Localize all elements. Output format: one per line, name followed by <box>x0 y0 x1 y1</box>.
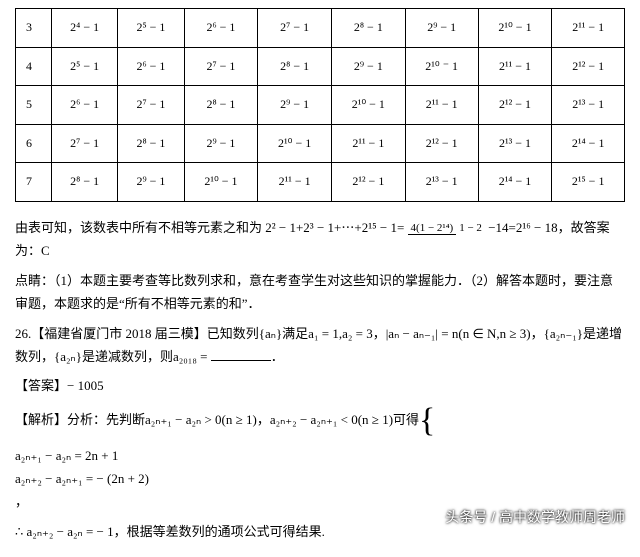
table-cell: 2⁹ − 1 <box>405 9 478 48</box>
table-cell: 2¹⁴ − 1 <box>478 163 552 202</box>
table-cell: 2¹⁰ − 1 <box>184 163 258 202</box>
fraction: 4(1 − 2¹⁴)1 − 2 <box>408 219 485 239</box>
table-cell: 2¹¹ − 1 <box>478 47 552 86</box>
table-cell: 2¹³ − 1 <box>405 163 478 202</box>
table-cell: 2⁸ − 1 <box>52 163 118 202</box>
table-row: 72⁸ − 12⁹ − 12¹⁰ − 12¹¹ − 12¹² − 12¹³ − … <box>16 163 625 202</box>
answer-label: 【答案】 <box>15 378 67 393</box>
table-cell: 2⁷ − 1 <box>118 86 184 125</box>
table-cell: 6 <box>16 124 52 163</box>
table-cell: 3 <box>16 9 52 48</box>
solution-text-a: 【解析】分析：先判断a₂ₙ₊₁ − a₂ₙ > 0(n ≥ 1)，a₂ₙ₊₂ −… <box>15 412 419 427</box>
solution: 【解析】分析：先判断a₂ₙ₊₁ − a₂ₙ > 0(n ≥ 1)，a₂ₙ₊₂ −… <box>15 404 625 438</box>
table-cell: 2¹¹ − 1 <box>405 86 478 125</box>
explanation-1: 由表可知，该数表中所有不相等元素之和为 2² − 1+2³ − 1+⋯+2¹⁵ … <box>15 216 625 263</box>
table-row: 52⁶ − 12⁷ − 12⁸ − 12⁹ − 12¹⁰ − 12¹¹ − 12… <box>16 86 625 125</box>
answer-line: 【答案】− 1005 <box>15 374 625 397</box>
data-table: 32⁴ − 12⁵ − 12⁶ − 12⁷ − 12⁸ − 12⁹ − 12¹⁰… <box>15 8 625 202</box>
table-cell: 2¹⁰ − 1 <box>332 86 406 125</box>
table-cell: 2⁶ − 1 <box>118 47 184 86</box>
table-cell: 5 <box>16 86 52 125</box>
denominator: 1 − 2 <box>456 222 485 234</box>
case-1: a₂ₙ₊₁ − a₂ₙ = 2n + 1 <box>15 444 625 467</box>
table-cell: 2⁹ − 1 <box>332 47 406 86</box>
table-row: 62⁷ − 12⁸ − 12⁹ − 12¹⁰ − 12¹¹ − 12¹² − 1… <box>16 124 625 163</box>
table-cell: 2⁹ − 1 <box>258 86 332 125</box>
table-cell: 4 <box>16 47 52 86</box>
table-cell: 7 <box>16 163 52 202</box>
table-cell: 2⁸ − 1 <box>258 47 332 86</box>
text: 由表可知，该数表中所有不相等元素之和为 2² − 1+2³ − 1+⋯+2¹⁵ … <box>15 220 404 235</box>
table-cell: 2¹² − 1 <box>332 163 406 202</box>
table-cell: 2⁶ − 1 <box>52 86 118 125</box>
table-cell: 2⁹ − 1 <box>118 163 184 202</box>
table-cell: 2¹² − 1 <box>405 124 478 163</box>
table-cell: 2¹³ − 1 <box>478 124 552 163</box>
solution-text-b: ， <box>15 494 28 509</box>
table-cell: 2¹⁵ − 1 <box>552 163 625 202</box>
table-cell: 2¹² − 1 <box>552 47 625 86</box>
answer-value: − 1005 <box>67 378 104 393</box>
table-cell: 2¹¹ − 1 <box>332 124 406 163</box>
answer-blank <box>211 348 271 361</box>
numerator: 4(1 − 2¹⁴) <box>408 222 457 235</box>
table-cell: 2⁸ − 1 <box>332 9 406 48</box>
table-cell: 2⁹ − 1 <box>184 124 258 163</box>
table-cell: 2⁷ − 1 <box>258 9 332 48</box>
table-cell: 2⁷ − 1 <box>52 124 118 163</box>
table-cell: 2¹⁰ − 1 <box>478 9 552 48</box>
table-cell: 2⁵ − 1 <box>118 9 184 48</box>
table-cell: 2¹³ − 1 <box>552 86 625 125</box>
table-cell: 2¹² − 1 <box>478 86 552 125</box>
table-row: 32⁴ − 12⁵ − 12⁶ − 12⁷ − 12⁸ − 12⁹ − 12¹⁰… <box>16 9 625 48</box>
cases-brace: { <box>419 404 435 438</box>
table-cell: 2⁷ − 1 <box>184 47 258 86</box>
table-cell: 2¹¹ − 1 <box>552 9 625 48</box>
watermark: 头条号 / 高中数学教师周老师 <box>445 505 625 530</box>
table-cell: 2¹¹ − 1 <box>258 163 332 202</box>
table-cell: 2¹⁰ ⁻ 1 <box>405 47 478 86</box>
question-26: 26.【福建省厦门市 2018 届三模】已知数列{aₙ}满足a₁ = 1,a₂ … <box>15 322 625 369</box>
table-cell: 2⁴ − 1 <box>52 9 118 48</box>
question-text: 26.【福建省厦门市 2018 届三模】已知数列{aₙ}满足a₁ = 1,a₂ … <box>15 326 622 364</box>
table-row: 42⁵ − 12⁶ − 12⁷ − 12⁸ − 12⁹ − 12¹⁰ ⁻ 12¹… <box>16 47 625 86</box>
case-2: a₂ₙ₊₂ − a₂ₙ₊₁ = − (2n + 2) <box>15 467 625 490</box>
table-cell: 2⁵ − 1 <box>52 47 118 86</box>
table-cell: 2⁸ − 1 <box>184 86 258 125</box>
table-cell: 2⁸ − 1 <box>118 124 184 163</box>
commentary: 点睛：（1）本题主要考查等比数列求和，意在考查学生对这些知识的掌握能力．（2）解… <box>15 269 625 316</box>
table-cell: 2¹⁰ − 1 <box>258 124 332 163</box>
table-cell: 2¹⁴ − 1 <box>552 124 625 163</box>
table-cell: 2⁶ − 1 <box>184 9 258 48</box>
